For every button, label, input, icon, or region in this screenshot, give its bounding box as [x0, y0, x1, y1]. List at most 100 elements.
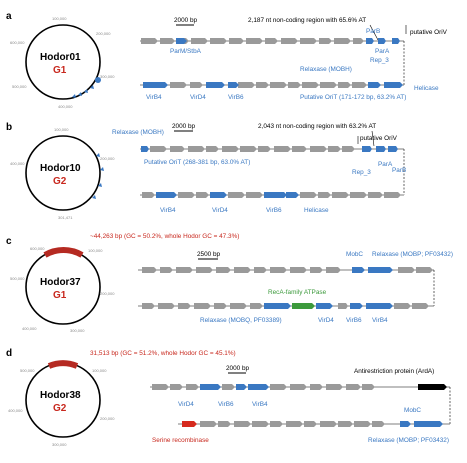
gene-track-b-1	[140, 146, 404, 152]
gene-label-virb4-c: VirB4	[372, 317, 388, 324]
genome-circle-b	[25, 135, 101, 211]
genome-name-b: Hodor10	[40, 163, 81, 174]
panel-letter-c: c	[6, 236, 12, 247]
genome-tick: 100,000	[52, 16, 67, 21]
scale-label-a: 2000 bp	[174, 17, 198, 24]
genome-tick: 200,000	[100, 416, 115, 421]
scale-label-c: 2500 bp	[197, 251, 221, 258]
genome-tick: 400,000	[8, 408, 23, 413]
gene-label-virb4-b: VirB4	[160, 207, 176, 214]
gene-label-virb4-a: VirB4	[146, 94, 162, 101]
panel-letter-b: b	[6, 122, 12, 133]
gene-label-virb6-a: VirB6	[228, 94, 244, 101]
gene-label-rep3-b: Rep_3	[352, 169, 371, 176]
genome-name-d: Hodor38	[40, 390, 81, 401]
panel-a: a 100,000 200,000 300,000 400,000 500,00…	[6, 11, 448, 109]
gene-label-helicase-b: Helicase	[304, 207, 329, 214]
gene-track-a-1	[140, 38, 404, 44]
genome-name-c: Hodor37	[40, 277, 81, 288]
gene-label-relaxase-mobp-c: Relaxase (MOBP; PF03432)	[372, 251, 453, 258]
genome-tick: 300,000	[52, 442, 67, 447]
gene-label-virD4-c: VirD4	[318, 317, 334, 324]
genome-tick: 100,000	[92, 368, 107, 373]
genome-name-a: Hodor01	[40, 52, 81, 63]
genome-tick: 100,000	[88, 248, 103, 253]
gene-label-orit-b: Putative OriT (268-381 bp, 63.0% AT)	[144, 159, 250, 166]
noncoding-note-a: 2,187 nt non-coding region with 65.6% AT	[248, 17, 366, 24]
gene-label-virb6-b: VirB6	[266, 207, 282, 214]
group-label-c: G1	[53, 290, 67, 301]
region-note-d: 31,513 bp (GC = 51.2%, whole Hodor GC = …	[90, 350, 236, 357]
noncoding-pointer-b	[371, 130, 375, 147]
gene-track-c-1	[138, 267, 434, 273]
panel-letter-a: a	[6, 11, 12, 22]
gene-marks-a	[72, 77, 101, 98]
genome-tick: 500,000	[20, 368, 35, 373]
gene-track-a-2	[140, 82, 404, 88]
genome-tick: 200,000	[100, 291, 115, 296]
noncoding-note-b: 2,043 nt non-coding region with 63.2% AT	[258, 123, 376, 130]
gene-label-virD4-d: VirD4	[178, 401, 194, 408]
gene-track-c-2	[138, 303, 434, 309]
gene-track-d-2	[178, 421, 450, 427]
panel-d: d 100,000 200,000 300,000 400,000 500,00…	[6, 348, 451, 447]
gene-label-mobc-d: MobC	[404, 407, 421, 414]
genome-tick: 600,000	[30, 246, 45, 251]
gene-label-relaxase-a: Relaxase (MOBH)	[300, 66, 352, 73]
gc-region-arc-d	[47, 360, 79, 369]
genome-tick: 600,000	[10, 40, 25, 45]
gene-label-serine-recombinase: Serine recombinase	[152, 437, 209, 444]
genome-tick: 400,000	[10, 161, 25, 166]
gene-label-arda: Antirestriction protein (ArdA)	[354, 368, 434, 375]
gene-label-para-b: ParA	[378, 161, 393, 168]
genome-tick: 300,000	[100, 74, 115, 79]
gene-track-b-2	[140, 192, 404, 198]
genome-tick: 200,000	[96, 31, 111, 36]
gene-label-rep3: Rep_3	[370, 57, 389, 64]
gene-label-para: ParA	[375, 48, 390, 55]
gene-label-helicase-a: Helicase	[414, 85, 439, 92]
gene-label-virb4-d: VirB4	[252, 401, 268, 408]
noncoding-pointer-a	[369, 24, 379, 41]
gene-label-virD4-b: VirD4	[212, 207, 228, 214]
genome-tick: 300,000	[70, 328, 85, 333]
gene-label-reca: RecA-family ATPase	[268, 289, 327, 296]
gene-label-relaxase-b: Relaxase (MOBH)	[112, 129, 164, 136]
gene-label-orit-a: Putative OriT (171-172 bp, 63.2% AT)	[300, 94, 406, 101]
gene-label-virb6-d: VirB6	[218, 401, 234, 408]
genome-ticks-d: 100,000 200,000 300,000 400,000 500,000	[8, 368, 115, 447]
panel-b: b 100,000 200,000 301,471 400,000 Hodor1…	[6, 122, 406, 220]
gene-label-parm: ParM/StbA	[170, 48, 202, 55]
genome-tick: 200,000	[100, 156, 115, 161]
genome-ticks-b: 100,000 200,000 301,471 400,000	[10, 127, 115, 220]
gene-label-virD4-a: VirD4	[190, 94, 206, 101]
gene-track-d-1	[150, 384, 450, 390]
genome-tick: 301,471	[58, 215, 73, 220]
gene-label-virb6-c: VirB6	[346, 317, 362, 324]
scale-label-d: 2000 bp	[226, 365, 250, 372]
genome-tick: 500,000	[12, 84, 27, 89]
scale-label-b: 2000 bp	[172, 123, 196, 130]
genome-tick: 500,000	[10, 276, 25, 281]
genome-circle-a	[25, 24, 101, 100]
putative-orv-a: putative OriV	[410, 29, 448, 36]
genome-ticks-c: 100,000 200,000 300,000 400,000 500,000 …	[10, 246, 115, 333]
genome-ticks-a: 100,000 200,000 300,000 400,000 500,000 …	[10, 16, 115, 109]
group-label-d: G2	[53, 403, 67, 414]
gene-label-parb-b: ParB	[392, 167, 406, 174]
gene-label-relaxase-mobq: Relaxase (MOBQ, PF03389)	[200, 317, 282, 324]
putative-orv-b: putative OriV	[360, 135, 398, 142]
gene-label-relaxase-mobp-d: Relaxase (MOBP; PF03432)	[368, 437, 449, 444]
genome-tick: 400,000	[58, 104, 73, 109]
group-label-b: G2	[53, 176, 67, 187]
gene-label-mobc-c: MobC	[346, 251, 363, 258]
group-label-a: G1	[53, 65, 67, 76]
panel-letter-d: d	[6, 348, 12, 359]
region-note-c: ~44,263 bp (GC = 50.2%, whole Hodor GC =…	[90, 233, 239, 240]
gene-label-parb: ParB	[366, 28, 380, 35]
panel-c: c 100,000 200,000 300,000 400,000 500,00…	[6, 233, 453, 333]
genome-tick: 100,000	[54, 127, 69, 132]
gc-region-arc-c	[43, 247, 84, 258]
genome-tick: 400,000	[22, 326, 37, 331]
